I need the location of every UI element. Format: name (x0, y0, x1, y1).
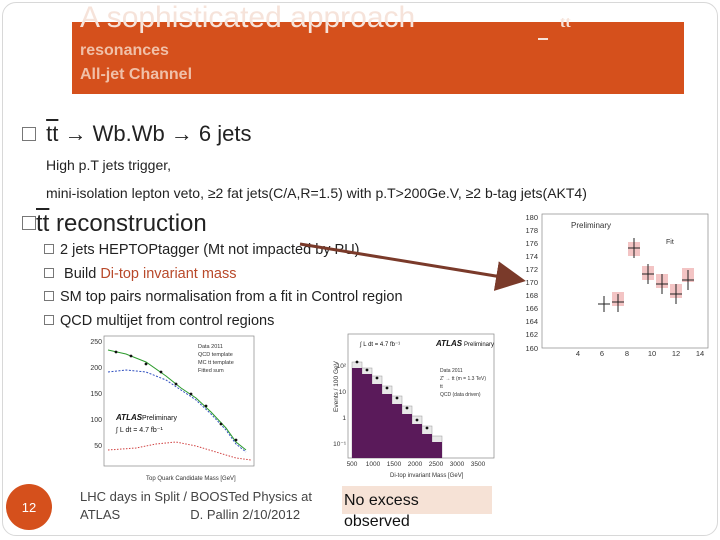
tick-label: 172 (525, 265, 538, 274)
legend-entry: Z' → tt (m = 1.3 TeV) (440, 376, 486, 382)
sub-bullet-box-icon (44, 244, 54, 255)
sub-bullet-box-icon (44, 314, 54, 325)
tick-label: 10² (337, 363, 347, 370)
tick-label: 170 (525, 278, 538, 287)
title-tt-symbol: tt (560, 14, 571, 31)
lumi-label: ∫ L dt = 4.7 fb⁻¹ (359, 341, 400, 348)
legend-entry: Data 2011 (198, 344, 223, 350)
tick-label: 150 (90, 391, 102, 398)
ditop-mass-highlight: Di-top invariant mass (100, 265, 237, 282)
legend-entry: Fitted sum (198, 368, 224, 374)
ditop-mass-plot: Events / 100 GeV 10² 10 1 10⁻¹ 500 1000 … (330, 332, 498, 482)
tick-label: 250 (90, 339, 102, 346)
tick-label: 500 (347, 461, 358, 468)
bullet-reconstruction: tt reconstruction (22, 210, 207, 238)
tick-label: 1 (342, 415, 346, 422)
list-item: SM top pairs normalisation from a fit in… (44, 289, 403, 313)
tick-label: 166 (525, 304, 538, 313)
tick-label: 10⁻¹ (333, 441, 347, 448)
footer: LHC days in Split / BOOSTed Physics at A… (80, 488, 312, 524)
footer-line1: LHC days in Split / BOOSTed Physics at (80, 489, 312, 504)
tick-label: 164 (525, 317, 538, 326)
legend-entry: MC tt template (198, 360, 234, 366)
tick-label: 2000 (408, 461, 423, 468)
list-item: QCD multijet from control regions (44, 313, 403, 337)
callout-text: No excess observed (344, 490, 419, 532)
tick-label: 10 (648, 349, 656, 358)
list-item: Build Di-top invariant mass (44, 266, 403, 290)
tick-label: 1000 (366, 461, 381, 468)
axis-label: Events / 100 GeV (333, 360, 340, 412)
tick-label: 100 (90, 417, 102, 424)
selection-text: mini-isolation lepton veto, ≥2 fat jets(… (46, 185, 587, 201)
trigger-text: High p.T jets trigger, (46, 157, 172, 173)
title-bar-mark (538, 38, 548, 40)
slide-number-badge: 12 (6, 484, 52, 530)
sub-bullet-box-icon (44, 267, 54, 278)
bullet-decay-prefix: tt (46, 121, 59, 146)
footer-atlas: ATLAS (80, 507, 121, 522)
subtitle-channel: All-jet Channel (80, 66, 193, 83)
tick-label: 180 (525, 213, 538, 222)
legend-entry: QCD (data driven) (440, 392, 481, 398)
callout-box (342, 486, 492, 514)
tick-label: 6 (600, 349, 604, 358)
atlas-sub-label: Preliminary (142, 415, 178, 422)
tick-label: 162 (525, 330, 538, 339)
legend-entry: tt (440, 384, 443, 390)
tick-label: 176 (525, 239, 538, 248)
tick-label: 174 (525, 252, 538, 261)
tick-label: 10 (339, 389, 347, 396)
legend-entry: QCD template (198, 352, 233, 358)
bullet-reco-prefix: tt (36, 210, 50, 237)
bullet-decay-chain: tt → Wb.Wb → 6 jets (22, 121, 252, 147)
plot-legend: Fit (666, 239, 674, 246)
bullet-reco-text: reconstruction (49, 210, 207, 237)
axis-label: Top Quark Candidate Mass [GeV] (146, 476, 236, 482)
tick-label: 3500 (471, 461, 486, 468)
tick-label: 168 (525, 291, 538, 300)
tick-label: 14 (696, 349, 704, 358)
atlas-label: ATLAS (115, 413, 143, 422)
tick-label: 1500 (387, 461, 402, 468)
sub-bullet-box-icon (44, 291, 54, 302)
atlas-label: ATLAS (435, 339, 463, 348)
sub-bullet-list: 2 jets HEPTOPtagger (Mt not impacted by … (44, 242, 403, 336)
tick-label: 2500 (429, 461, 444, 468)
tick-label: 160 (525, 344, 538, 353)
callout-line1: No excess (344, 492, 419, 509)
tick-label: 4 (576, 349, 580, 358)
footer-author-date: D. Pallin 2/10/2012 (190, 507, 301, 522)
tick-label: 12 (672, 349, 680, 358)
tick-label: 50 (94, 443, 102, 450)
subtitle-resonances: resonances (80, 42, 169, 59)
tick-label: 200 (90, 365, 102, 372)
top-mass-fit-plot: 180 178 176 174 172 170 168 166 164 162 … (516, 212, 712, 358)
lumi-label: ∫ L dt = 4.7 fb⁻¹ (115, 427, 163, 434)
legend-entry: Data 2011 (440, 368, 463, 374)
title-banner (72, 22, 684, 94)
tick-label: 8 (625, 349, 629, 358)
page-title: A sophisticated approach (80, 1, 416, 34)
bullet-decay-text: → Wb.Wb → 6 jets (58, 121, 252, 146)
list-item: 2 jets HEPTOPtagger (Mt not impacted by … (44, 242, 403, 266)
bullet-box-icon (22, 126, 36, 141)
top-candidate-mass-plot: 250 200 150 100 50 Data 2011 QCD templat… (86, 332, 256, 482)
callout-line2: observed (344, 513, 410, 530)
bullet-box-icon (22, 216, 36, 231)
plot-label: Preliminary (571, 221, 611, 230)
axis-label: Di-top invariant Mass [GeV] (390, 473, 464, 479)
tick-label: 3000 (450, 461, 465, 468)
tick-label: 178 (525, 226, 538, 235)
atlas-sub-label: Preliminary (464, 342, 494, 348)
